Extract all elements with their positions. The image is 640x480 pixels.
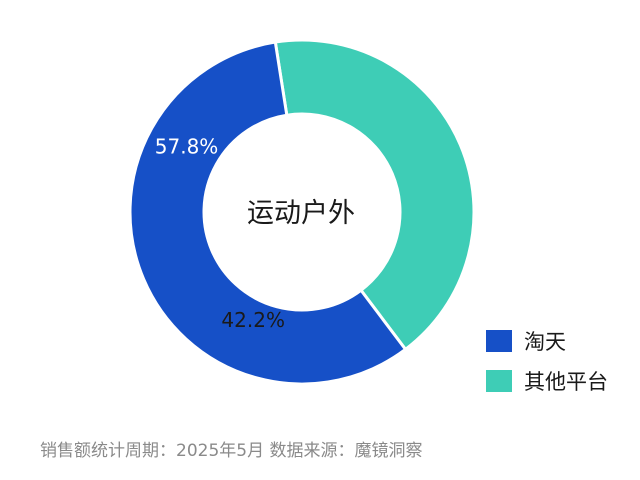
chart-legend: 淘天 其他平台 — [486, 326, 608, 406]
legend-label-taotian: 淘天 — [524, 330, 566, 354]
slice-label-taotian: 57.8% — [155, 135, 219, 159]
legend-item-taotian: 淘天 — [486, 326, 608, 356]
slice-label-other-platforms: 42.2% — [221, 308, 285, 332]
slice-taotian — [128, 40, 408, 386]
legend-label-other-platforms: 其他平台 — [524, 370, 608, 394]
donut-center-label: 运动户外 — [247, 198, 355, 229]
legend-swatch-other-platforms — [486, 370, 512, 392]
legend-item-other-platforms: 其他平台 — [486, 366, 608, 396]
legend-swatch-taotian — [486, 330, 512, 352]
slice-other-platforms — [273, 38, 476, 352]
source-footnote: 销售额统计周期：2025年5月 数据来源：魔镜洞察 — [40, 441, 423, 461]
